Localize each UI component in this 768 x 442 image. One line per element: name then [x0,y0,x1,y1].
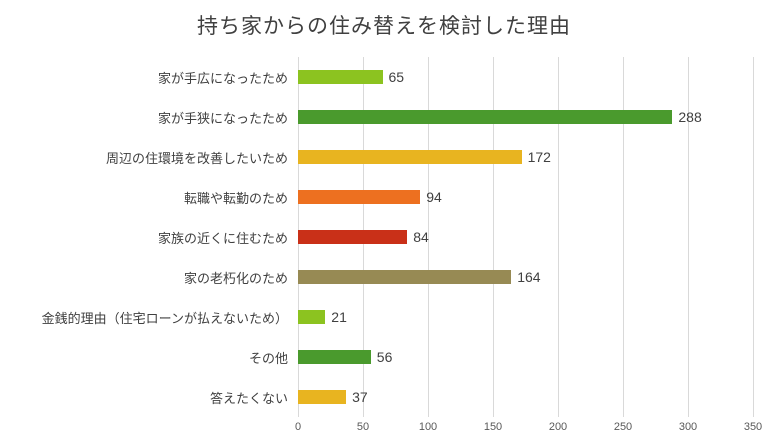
category-label: 金銭的理由（住宅ローンが払えないため） [41,310,288,326]
bar-track: 288 [298,97,753,137]
x-tick-label: 150 [483,421,503,433]
bar [298,150,522,164]
gridline [493,57,494,417]
gridline [428,57,429,417]
x-tick-label: 100 [418,421,438,433]
bar [298,230,408,244]
gridline [753,57,754,417]
value-label: 56 [376,349,393,365]
gridline [688,57,689,417]
category-label: その他 [248,350,288,366]
gridline [558,57,559,417]
category-label: 家族の近くに住むため [157,230,288,246]
bar-row: 家が手広になったため 65 [0,57,768,97]
category-label: 答えたくない [209,390,288,406]
bar-rows: 家が手広になったため 65 家が手狭になったため 288 周辺の住環境を改善したいため 1… [0,57,768,417]
bar [298,70,383,84]
bar-track: 37 [298,377,753,417]
bar-row: 家族の近くに住むため 84 [0,217,768,257]
gridline [623,57,624,417]
category-label: 転職や転勤のため [183,190,288,206]
bar-track: 164 [298,257,753,297]
bar-row: その他 56 [0,337,768,377]
bar-track: 94 [298,177,753,217]
value-label: 65 [388,69,405,85]
x-tick-label: 50 [356,421,370,433]
x-tick-label: 300 [678,421,698,433]
bar-row: 答えたくない 37 [0,377,768,417]
bar-track: 65 [298,57,753,97]
value-label: 84 [413,229,429,245]
bar [298,350,371,364]
x-tick-label: 350 [743,421,763,433]
bar [298,310,326,324]
value-label: 172 [527,149,551,165]
bar [298,270,512,284]
bar [298,390,347,404]
value-label: 37 [352,389,368,405]
x-tick-label: 250 [613,421,633,433]
value-label: 94 [426,189,442,205]
category-label: 家が手狭になったため [157,110,288,126]
bar-track: 84 [298,217,753,257]
bar-track: 172 [298,137,753,177]
bar-row: 転職や転勤のため 94 [0,177,768,217]
bar-row: 家が手狭になったため 288 [0,97,768,137]
value-label: 164 [517,269,541,285]
bar [298,110,673,124]
value-label: 21 [331,309,347,325]
bar [298,190,421,204]
bar-row: 金銭的理由（住宅ローンが払えないため） 21 [0,297,768,337]
chart-title: 持ち家からの住み替えを検討した理由 [197,15,571,38]
category-label: 周辺の住環境を改善したいため [105,150,288,166]
value-label: 288 [678,109,702,125]
category-label: 家が手広になったため [157,70,288,86]
bar-row: 周辺の住環境を改善したいため 172 [0,137,768,177]
x-tick-label: 200 [548,421,568,433]
x-tick-label: 0 [294,421,302,433]
bar-row: 家の老朽化のため 164 [0,257,768,297]
bar-track: 56 [298,337,753,377]
x-axis: 0 50 100 150 200 250 300 350 [294,421,762,437]
bar-track: 21 [298,297,753,337]
category-label: 家の老朽化のため [183,270,288,286]
